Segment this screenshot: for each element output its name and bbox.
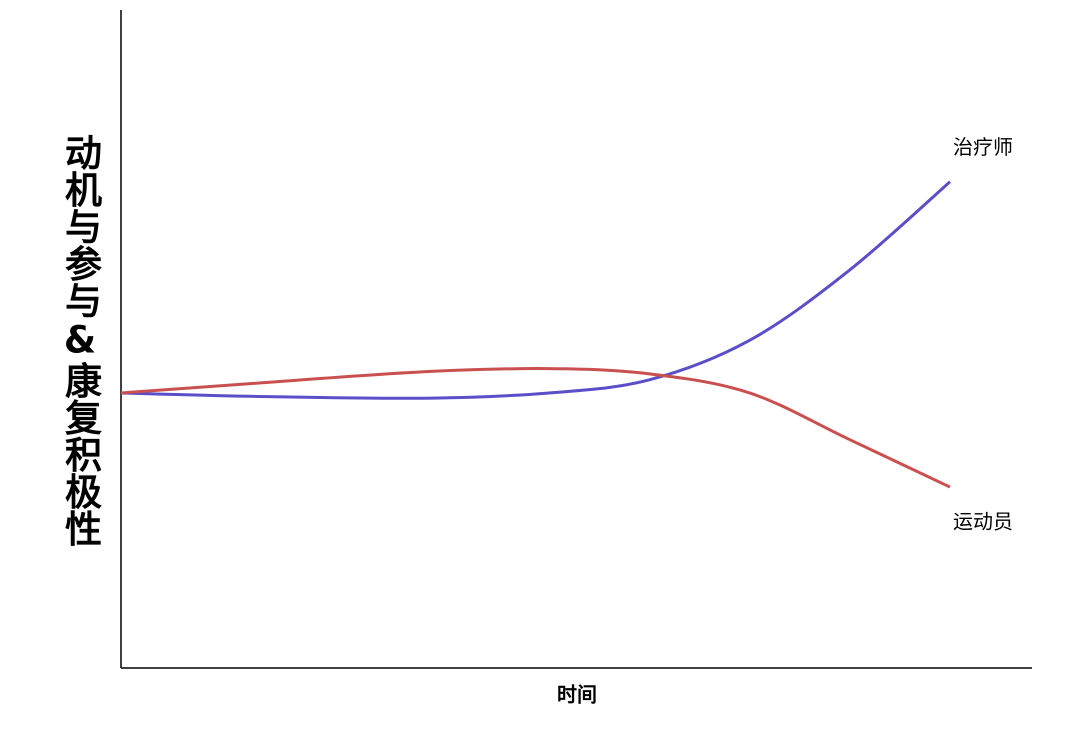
y-axis-label: 动机与参与&康复积极性 <box>59 134 103 547</box>
series-label: 治疗师 <box>953 135 1013 159</box>
x-axis-label: 时间 <box>557 683 597 707</box>
series-line <box>120 367 951 489</box>
series-label: 运动员 <box>953 510 1013 534</box>
series-line <box>120 180 952 400</box>
